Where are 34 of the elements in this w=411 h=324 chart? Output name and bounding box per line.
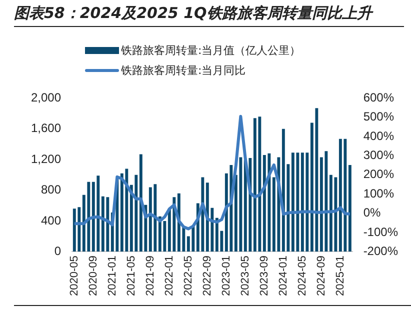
x-tick-label: 2020-09 xyxy=(87,256,100,296)
y-tick-label: 1,600 xyxy=(31,121,62,136)
x-tick-label: 2024-05 xyxy=(296,256,308,296)
chart-title: 图表58：2024及2025 1Q铁路旅客周转量同比上升 xyxy=(14,4,404,27)
x-tick-label: 2024-09 xyxy=(315,256,328,296)
legend-label: 铁路旅客周转量:当月同比 xyxy=(121,62,246,78)
y2-tick-label: 600% xyxy=(363,90,394,105)
y2-tick-label: 0% xyxy=(363,206,381,220)
x-tick-label: 2020-05 xyxy=(68,256,80,296)
y2-tick-label: 200% xyxy=(363,167,394,182)
y2-tick-label: 500% xyxy=(363,110,394,124)
y2-tick-label: 400% xyxy=(363,128,394,143)
x-tick-label: 2023-05 xyxy=(239,256,252,296)
x-tick-label: 2023-09 xyxy=(258,256,270,296)
x-tick-label: 2021-09 xyxy=(144,256,156,296)
x-tick-label: 2022-05 xyxy=(182,256,194,296)
y2-tick-label: 300% xyxy=(363,148,394,162)
y-tick-label: 400 xyxy=(41,213,62,228)
x-tick-label: 2025-01 xyxy=(334,256,346,296)
y-tick-label: 0 xyxy=(54,244,62,258)
y2-tick-label: 100% xyxy=(363,186,394,200)
y2-tick-label: -100% xyxy=(363,224,398,239)
bar xyxy=(348,164,352,252)
y-tick-label: 800 xyxy=(41,182,62,197)
y-tick-label: 2,000 xyxy=(31,90,62,105)
x-tick-label: 2022-01 xyxy=(163,256,176,296)
x-tick-label: 2021-01 xyxy=(106,256,118,296)
legend-label: 铁路旅客周转量:当月值（亿人公里） xyxy=(121,42,301,58)
x-tick-label: 2021-05 xyxy=(125,256,138,296)
y2-tick-label: -200% xyxy=(363,244,398,258)
x-tick-label: 2024-01 xyxy=(277,256,290,296)
x-tick-label: 2022-09 xyxy=(201,256,214,296)
x-tick-label: 2023-01 xyxy=(220,256,232,296)
y-tick-label: 1,200 xyxy=(31,152,62,166)
